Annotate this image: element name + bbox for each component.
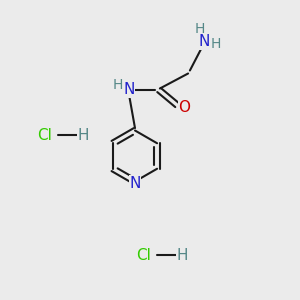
Text: Cl: Cl <box>136 248 152 262</box>
Text: H: H <box>78 128 89 142</box>
Text: N: N <box>123 82 135 98</box>
Text: N: N <box>129 176 141 190</box>
Text: O: O <box>178 100 190 116</box>
Text: H: H <box>210 38 220 51</box>
Text: H: H <box>112 78 123 92</box>
Text: H: H <box>177 248 188 262</box>
Text: N: N <box>198 34 210 50</box>
Text: Cl: Cl <box>38 128 52 142</box>
Text: H: H <box>194 22 205 36</box>
